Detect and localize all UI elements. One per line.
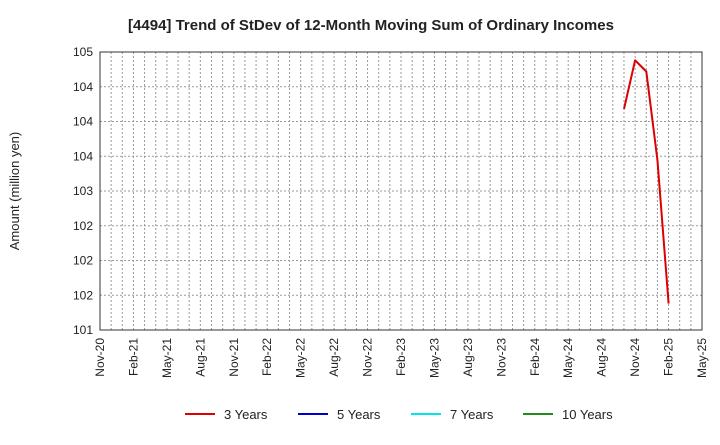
x-tick-label: Nov-22 (361, 338, 375, 377)
y-axis-title: Amount (million yen) (7, 132, 22, 251)
legend-label: 7 Years (450, 407, 494, 422)
y-axis-ticks: 101 102 102 102 103 104 104 104 105 (73, 45, 93, 337)
x-tick-label: May-21 (160, 338, 174, 378)
x-tick-label: Feb-25 (662, 338, 676, 376)
x-tick-label: May-25 (695, 338, 709, 378)
plot-frame (99, 51, 703, 331)
chart-title: [4494] Trend of StDev of 12-Month Moving… (128, 17, 614, 34)
x-tick-label: Nov-21 (227, 338, 241, 377)
y-tick-label: 105 (73, 45, 93, 59)
legend-label: 3 Years (224, 407, 268, 422)
x-tick-label: Feb-21 (126, 338, 140, 376)
gridlines (100, 52, 702, 330)
x-tick-label: Aug-23 (461, 338, 475, 377)
x-axis-ticks: Nov-20 Feb-21 May-21 Aug-21 Nov-21 Feb-22 May-… (93, 338, 709, 378)
legend: 3 Years 5 Years 7 Years 10 Years (185, 407, 613, 422)
y-tick-label: 104 (73, 115, 93, 129)
y-tick-label: 102 (73, 254, 93, 268)
x-tick-label: Feb-24 (528, 338, 542, 376)
x-tick-label: Feb-22 (260, 338, 274, 376)
x-tick-label: Nov-24 (628, 338, 642, 377)
x-tick-label: Nov-23 (494, 338, 508, 377)
y-tick-label: 104 (73, 80, 93, 94)
x-tick-label: May-23 (427, 338, 441, 378)
x-tick-label: Aug-21 (193, 338, 207, 377)
y-tick-label: 101 (73, 323, 93, 337)
y-tick-label: 102 (73, 219, 93, 233)
y-tick-label: 104 (73, 149, 93, 163)
x-tick-label: May-22 (294, 338, 308, 378)
x-tick-label: May-24 (561, 338, 575, 378)
series-lines (623, 59, 670, 304)
x-tick-label: Nov-20 (93, 338, 107, 377)
x-tick-label: Aug-22 (327, 338, 341, 377)
y-tick-label: 103 (73, 184, 93, 198)
x-tick-label: Feb-23 (394, 338, 408, 376)
legend-label: 10 Years (562, 407, 613, 422)
legend-label: 5 Years (337, 407, 381, 422)
x-tick-label: Aug-24 (595, 338, 609, 377)
y-tick-label: 102 (73, 288, 93, 302)
series-line-3-years (623, 59, 670, 304)
